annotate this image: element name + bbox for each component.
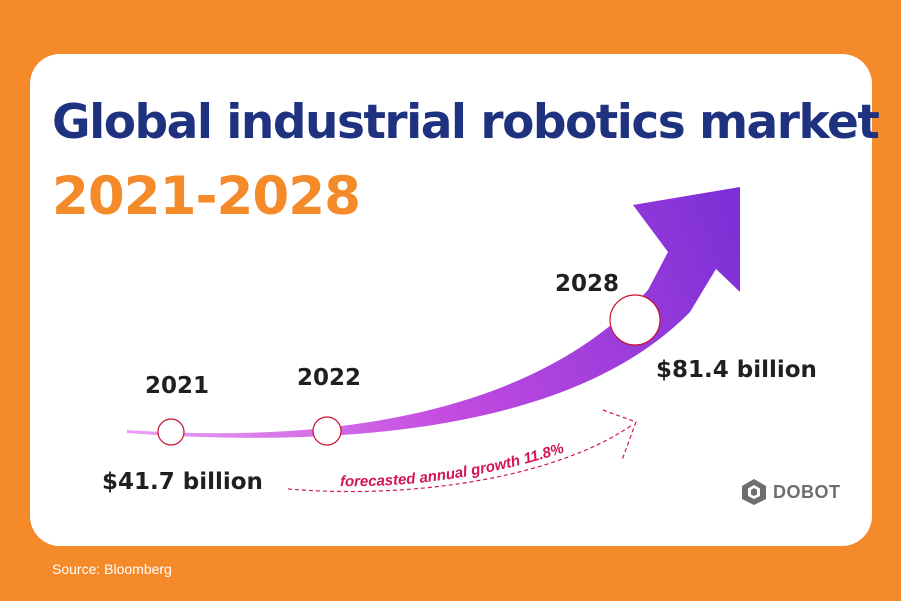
content-card — [30, 54, 872, 546]
chart-subtitle: 2021-2028 — [52, 166, 361, 227]
year-label-2022: 2022 — [297, 365, 362, 391]
year-label-2028: 2028 — [555, 271, 620, 297]
marker-2021 — [157, 418, 185, 446]
year-label-2021: 2021 — [145, 373, 210, 399]
growth-arc-arrowhead — [602, 409, 637, 461]
marker-2022 — [312, 416, 342, 446]
source-note: Source: Bloomberg — [52, 561, 172, 577]
growth-dashed-arc — [287, 424, 633, 493]
value-label-2021: $41.7 billion — [102, 469, 263, 495]
value-label-2028: $81.4 billion — [656, 357, 817, 383]
dobot-logo: DOBOT — [741, 477, 841, 507]
growth-annotation: forecasted annual growth 11.8% — [340, 440, 566, 490]
marker-2028 — [609, 294, 661, 346]
dobot-hexagon-icon — [742, 479, 766, 505]
brand-name: DOBOT — [773, 481, 841, 502]
growth-arrow — [127, 187, 740, 438]
chart-title: Global industrial robotics market — [52, 95, 880, 150]
